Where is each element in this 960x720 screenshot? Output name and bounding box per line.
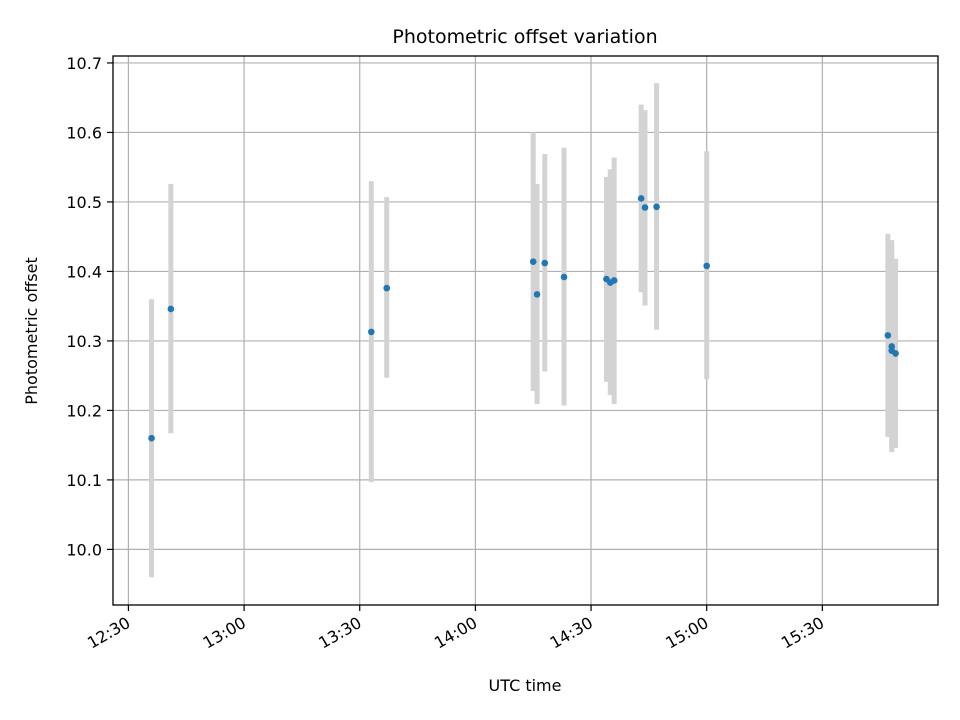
data-point-12: [641, 204, 649, 211]
error-bars: [149, 83, 899, 578]
plot-frame: [112, 55, 939, 606]
x-tick-label: 14:30: [547, 613, 596, 653]
data-point-1: [167, 305, 175, 313]
y-tick-label: 10.5: [66, 193, 102, 212]
data-point-3: [383, 284, 391, 292]
data-point-0: [148, 434, 155, 442]
x-tick-label: 13:30: [315, 613, 364, 653]
data-point-6: [541, 259, 549, 267]
y-tick-label: 10.3: [66, 332, 102, 351]
y-tick-label: 10.6: [66, 123, 102, 142]
data-points: [148, 195, 899, 442]
data-point-2: [367, 328, 375, 336]
y-tick-label: 10.0: [66, 540, 102, 559]
chart-title: Photometric offset variation: [392, 26, 657, 48]
y-tick-label: 10.7: [66, 54, 102, 73]
y-tick-label: 10.2: [66, 401, 102, 420]
x-tick-label: 12:30: [84, 613, 133, 653]
data-point-11: [637, 195, 645, 202]
data-point-10: [610, 277, 618, 284]
x-axis-label: UTC time: [489, 676, 562, 695]
data-point-14: [703, 262, 710, 270]
y-tick-label: 10.4: [66, 262, 102, 281]
data-point-18: [892, 350, 899, 357]
y-axis-label: Photometric offset: [22, 257, 41, 405]
data-point-7: [560, 273, 568, 281]
axis-ticks: 12:30 13:00 13:30 14:00 14:30 15:00 15:30 10.0 1…: [66, 54, 827, 653]
x-tick-label: 15:30: [778, 613, 827, 653]
data-point-13: [653, 203, 660, 211]
x-tick-label: 15:00: [662, 613, 711, 653]
x-tick-label: 13:00: [200, 613, 249, 653]
data-point-4: [529, 258, 537, 266]
x-tick-label: 14:00: [431, 613, 480, 653]
data-point-5: [533, 291, 541, 298]
data-point-15: [884, 332, 892, 339]
grid: [113, 56, 938, 605]
y-tick-label: 10.1: [66, 471, 102, 490]
